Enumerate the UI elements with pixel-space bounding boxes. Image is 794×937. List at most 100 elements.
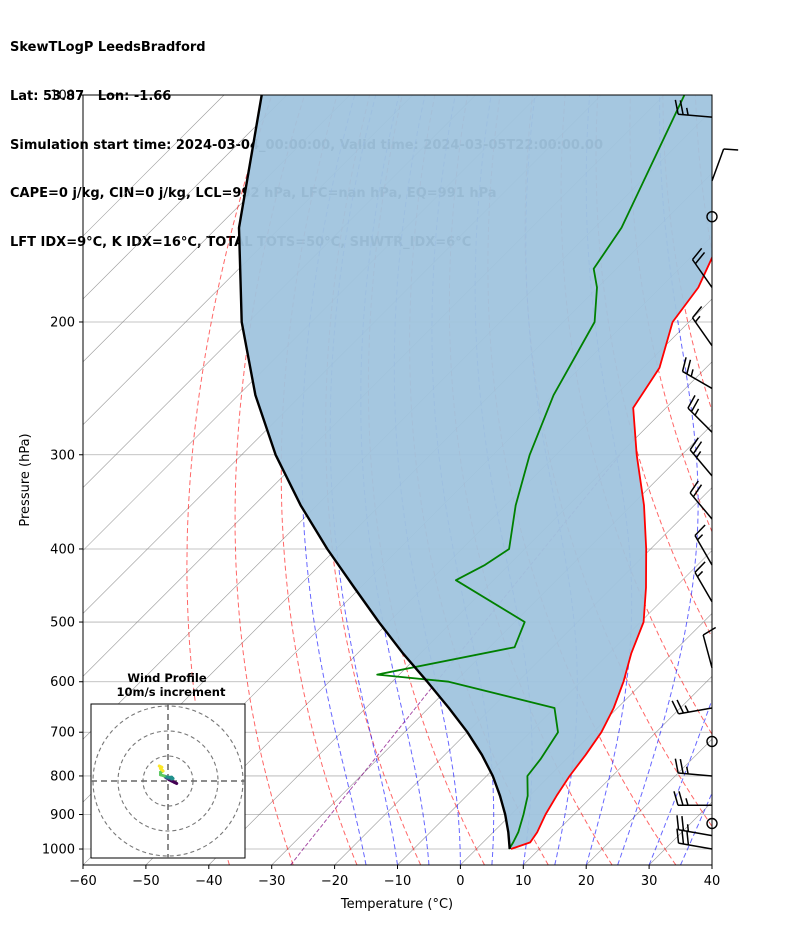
moist-adiabat-line	[648, 698, 712, 865]
calm-wind-marker	[706, 210, 718, 223]
hodograph-subtitle: 10m/s increment	[117, 685, 226, 699]
wind-barb-staff	[691, 317, 713, 347]
y-tick-label: 700	[50, 726, 75, 741]
y-tick-label: 500	[50, 616, 75, 631]
wind-barb-staff	[702, 634, 713, 669]
dry-adiabat-line	[662, 95, 712, 413]
x-axis-label: Temperature (°C)	[340, 897, 453, 912]
wind-barb-half	[696, 534, 704, 541]
wind-barb	[691, 306, 713, 347]
wind-barb	[681, 357, 713, 390]
wind-barb-full	[674, 99, 679, 115]
y-tick-label: 900	[50, 808, 75, 823]
cape-area	[239, 95, 712, 849]
isotherm-line	[334, 487, 712, 865]
wind-barb-staff	[694, 571, 713, 603]
wind-barb-full	[723, 148, 739, 151]
wind-barb-full	[692, 441, 703, 455]
wind-barb-full	[689, 437, 699, 451]
moist-adiabat-line	[680, 791, 712, 865]
x-tick-label: 40	[704, 874, 721, 889]
wind-barb-half	[686, 824, 690, 832]
wind-barb-full	[691, 306, 703, 319]
wind-barb-full	[686, 830, 690, 845]
x-tick-label: 30	[641, 874, 658, 889]
y-tick-label: 200	[50, 315, 75, 330]
wind-barb-half	[695, 451, 702, 458]
y-tick-label: 300	[50, 448, 75, 463]
x-tick-label: −60	[69, 874, 96, 889]
wind-barb-half	[696, 570, 704, 578]
wind-barb-full	[691, 247, 703, 261]
isotherm-line	[271, 424, 712, 865]
wind-barb-full	[671, 700, 680, 715]
wind-barb	[674, 758, 713, 777]
wind-barb-staff	[689, 492, 713, 520]
hodograph-segment	[157, 764, 164, 769]
x-tick-label: −30	[258, 874, 285, 889]
x-tick-label: 0	[456, 874, 464, 889]
wind-barbs	[671, 99, 739, 850]
wind-barb-full	[678, 791, 684, 806]
isotherm-line	[711, 864, 712, 865]
wind-barb	[676, 828, 713, 850]
chart-title-station: SkewTLogP LeedsBradford	[10, 40, 206, 56]
wind-barb-full	[681, 357, 687, 372]
calm-wind-marker	[706, 817, 718, 830]
cape-fill-area	[239, 95, 712, 849]
wind-barb-full	[674, 758, 679, 774]
wind-barb	[689, 480, 713, 520]
x-tick-label: −20	[321, 874, 348, 889]
wind-barb-half	[694, 408, 700, 416]
wind-barb	[687, 395, 713, 433]
x-tick-label: 20	[578, 874, 595, 889]
wind-barb-full	[692, 484, 703, 498]
wind-barb	[689, 437, 713, 477]
wind-barb-staff	[691, 259, 713, 288]
temperature-line	[510, 255, 712, 850]
wind-barb	[676, 815, 713, 837]
x-tick-label: −40	[195, 874, 222, 889]
wind-barb-full	[681, 829, 685, 845]
wind-barb-full	[686, 359, 692, 375]
wind-barb-staff	[689, 449, 713, 477]
dry-adiabat-line	[280, 95, 358, 865]
wind-barb	[694, 561, 713, 603]
wind-barb-half	[685, 766, 689, 775]
hodograph-ring	[117, 730, 219, 832]
y-tick-label: 600	[50, 675, 75, 690]
dry-adiabat-line	[186, 95, 273, 865]
dry-adiabat-line	[761, 95, 794, 865]
wind-barb	[694, 524, 713, 566]
wind-barb-staff	[678, 707, 713, 715]
y-tick-label: 100	[50, 89, 75, 104]
dewpoint-line	[376, 95, 686, 850]
chart-title-location: Lat: 53.87 Lon: -1.66	[10, 89, 172, 105]
wind-barb-full	[694, 561, 706, 573]
wind-barb-staff	[682, 370, 713, 390]
wind-barb-full	[673, 791, 679, 806]
dry-adiabat-line	[234, 95, 305, 865]
wind-barb-half	[685, 107, 689, 116]
wind-barb-full	[676, 815, 680, 830]
isotherm-line	[523, 675, 712, 865]
wind-barb-full	[690, 398, 700, 413]
wind-barb-full	[689, 480, 699, 494]
sounding-series	[237, 95, 712, 850]
wind-barb	[691, 247, 713, 288]
wind-barb	[711, 148, 739, 182]
wind-barb-half	[685, 798, 689, 806]
y-tick-label: 1000	[42, 843, 75, 858]
wind-barb-full	[679, 100, 684, 115]
wind-barb-staff	[678, 829, 713, 837]
wind-barb	[673, 791, 712, 807]
x-tick-label: 10	[515, 874, 532, 889]
wind-barb-full	[694, 251, 706, 265]
isotherm-line	[83, 95, 288, 300]
moist-adiabat-line	[711, 863, 712, 865]
wind-barb-full	[702, 626, 717, 636]
x-tick-label: −50	[132, 874, 159, 889]
wind-barb-half	[684, 705, 690, 713]
